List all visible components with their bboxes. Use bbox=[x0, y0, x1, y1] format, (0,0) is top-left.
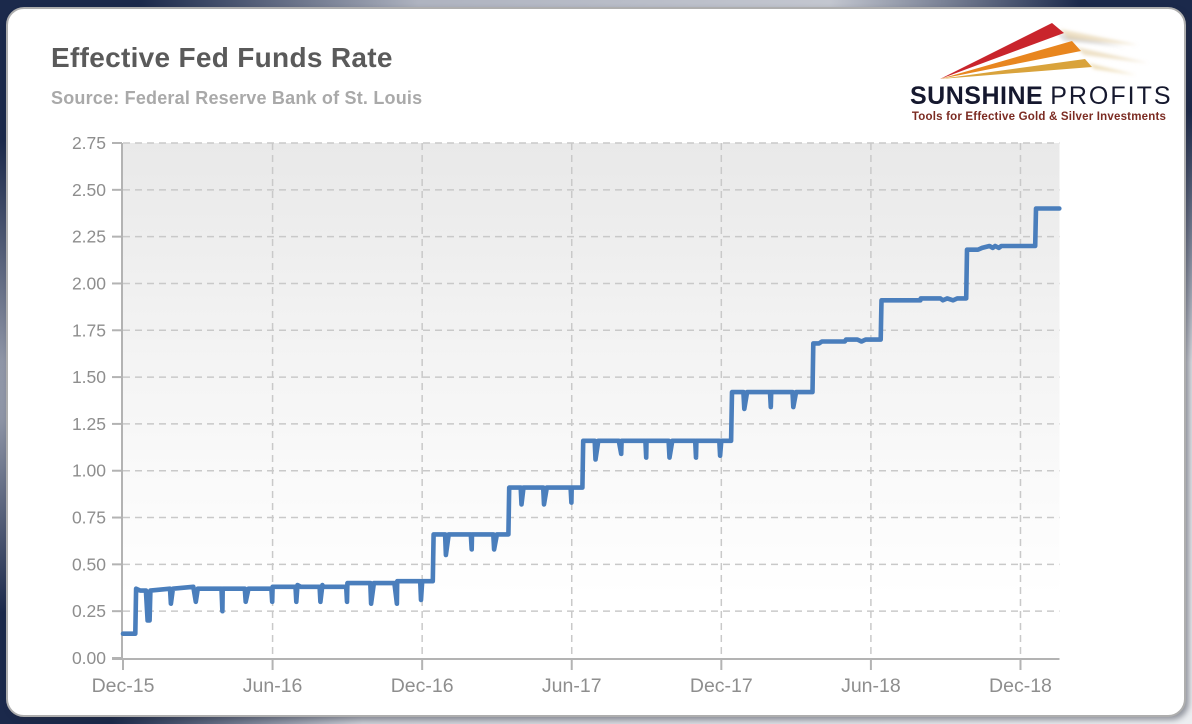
logo-tagline: Tools for Effective Gold & Silver Invest… bbox=[911, 111, 1167, 124]
sunshine-profits-logo: SUNSHINE PROFITS Tools for Effective Gold… bbox=[910, 19, 1171, 131]
page-title: Effective Fed Funds Rate bbox=[51, 42, 393, 73]
source-subtitle: Source: Federal Reserve Bank of St. Loui… bbox=[51, 88, 423, 108]
logo-wordmark-profits: PROFITS bbox=[1050, 82, 1173, 110]
logo-wordmark-sunshine: SUNSHINE bbox=[910, 82, 1044, 110]
logo-spikes-icon bbox=[940, 23, 1148, 79]
chart-card: Effective Fed Funds Rate Source: Federal… bbox=[6, 7, 1186, 717]
logo-wordmark: SUNSHINE PROFITS bbox=[910, 82, 1171, 110]
